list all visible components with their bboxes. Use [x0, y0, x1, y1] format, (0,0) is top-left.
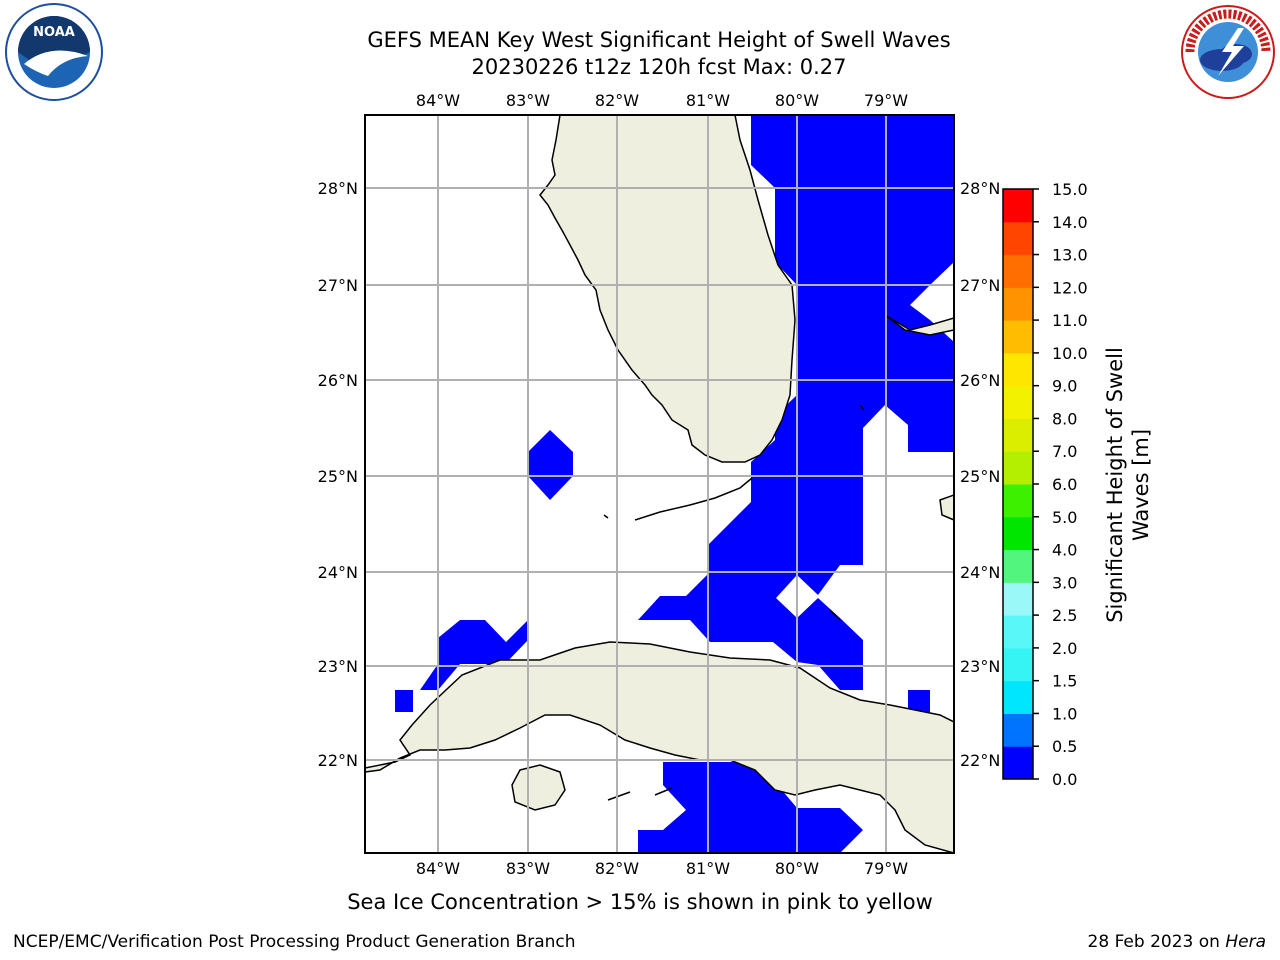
lat-label: 27°N: [960, 276, 1000, 295]
cuba: [365, 641, 954, 853]
bahamas-island: [939, 494, 954, 521]
colorbar-swatch: [1003, 352, 1033, 387]
grid-lines: [365, 115, 954, 853]
lat-label: 28°N: [318, 179, 358, 198]
chart-subtitle: 20230226 t12z 120h fcst Max: 0.27: [471, 55, 847, 79]
lon-labels-top: 84°W 83°W 82°W 81°W 80°W 79°W: [416, 91, 908, 110]
colorbar-label-line1: Significant Height of Swell: [1103, 347, 1127, 623]
colorbar-tick-label: 0.0: [1052, 770, 1077, 789]
colorbar-tick-label: 9.0: [1052, 377, 1077, 396]
lat-label: 24°N: [318, 563, 358, 582]
svg-text:NOAA: NOAA: [33, 25, 75, 40]
colorbar-label-line2: Waves [m]: [1129, 428, 1153, 542]
lat-label: 28°N: [960, 179, 1000, 198]
colorbar-swatch: [1003, 713, 1033, 747]
lat-label: 23°N: [960, 657, 1000, 676]
colorbar-tick-label: 12.0: [1052, 278, 1088, 297]
noaa-logo: NOAA: [5, 3, 103, 101]
colorbar-swatch: [1003, 647, 1033, 682]
lat-label: 22°N: [318, 751, 358, 770]
lat-label: 25°N: [318, 467, 358, 486]
colorbar-tick-label: 6.0: [1052, 475, 1077, 494]
sea-ice-note: Sea Ice Concentration > 15% is shown in …: [347, 890, 933, 914]
colorbar-tick-label: 13.0: [1052, 246, 1088, 265]
colorbar-tick-label: 10.0: [1052, 344, 1088, 363]
colorbar-tick-label: 1.5: [1052, 672, 1077, 691]
bahamas-andros: [884, 314, 954, 336]
lat-label: 22°N: [960, 751, 1000, 770]
lat-label: 23°N: [318, 657, 358, 676]
colorbar-tick-label: 15.0: [1052, 180, 1088, 199]
colorbar-swatch: [1003, 418, 1033, 452]
lat-label: 26°N: [318, 371, 358, 390]
colorbar-tick-label: 0.5: [1052, 737, 1077, 756]
lon-label: 79°W: [864, 91, 908, 110]
nws-logo: [1181, 5, 1275, 99]
lon-label: 83°W: [506, 859, 550, 878]
lat-label: 27°N: [318, 276, 358, 295]
colorbar-tick-label: 8.0: [1052, 409, 1077, 428]
colorbar-label: Significant Height of Swell Waves [m]: [1102, 347, 1154, 623]
lon-labels-bottom: 84°W 83°W 82°W 81°W 80°W 79°W: [416, 859, 908, 878]
colorbar-tick-label: 3.0: [1052, 573, 1077, 592]
footer-host: Hera: [1225, 932, 1266, 952]
colorbar-swatch: [1003, 484, 1033, 518]
colorbar-tick-label: 1.0: [1052, 704, 1077, 723]
colorbar-swatch: [1003, 746, 1033, 780]
colorbar-swatch: [1003, 516, 1033, 551]
map-frame: [364, 114, 955, 854]
lon-label: 83°W: [506, 91, 550, 110]
colorbar-tick-label: 4.0: [1052, 541, 1077, 560]
lon-label: 80°W: [775, 91, 819, 110]
lon-label: 81°W: [686, 91, 730, 110]
footer-date: 28 Feb 2023 on Hera: [1088, 932, 1266, 952]
colorbar-tick-label: 7.0: [1052, 442, 1077, 461]
map-area: [365, 115, 954, 853]
colorbar-swatch: [1003, 615, 1033, 649]
colorbar-swatch: [1003, 287, 1033, 321]
lat-labels-left: 28°N 27°N 26°N 25°N 24°N 23°N 22°N: [318, 179, 358, 770]
colorbar-swatch: [1003, 254, 1033, 288]
colorbar-tick-label: 2.5: [1052, 606, 1077, 625]
colorbar-tick-label: 14.0: [1052, 213, 1088, 232]
lat-labels-right: 28°N 27°N 26°N 25°N 24°N 23°N 22°N: [960, 179, 1000, 770]
lon-label: 84°W: [416, 859, 460, 878]
lat-label: 25°N: [960, 467, 1000, 486]
colorbar-tick-label: 5.0: [1052, 508, 1077, 527]
swell-field: [395, 115, 954, 853]
colorbar-swatch: [1003, 385, 1033, 419]
footer-branch: NCEP/EMC/Verification Post Processing Pr…: [13, 932, 576, 952]
lat-label: 24°N: [960, 563, 1000, 582]
lon-label: 81°W: [686, 859, 730, 878]
colorbar-swatch: [1003, 221, 1033, 256]
lon-label: 82°W: [595, 859, 639, 878]
colorbar-swatch: [1003, 320, 1033, 354]
colorbar: 0.0 0.5 1.0 1.5 2.0 2.5 3.0 4.0 5.0 6.0 7.0 8.0 9.0 1…: [1002, 180, 1088, 789]
isle-of-youth: [511, 764, 566, 811]
lon-label: 84°W: [416, 91, 460, 110]
colorbar-swatch: [1003, 680, 1033, 714]
lon-label: 80°W: [775, 859, 819, 878]
colorbar-swatch: [1003, 582, 1033, 616]
lon-label: 82°W: [595, 91, 639, 110]
colorbar-swatch: [1003, 451, 1033, 485]
colorbar-swatch: [1003, 189, 1033, 223]
chart-title: GEFS MEAN Key West Significant Height of…: [367, 28, 951, 52]
lon-label: 79°W: [864, 859, 908, 878]
florida-peninsula: [539, 115, 796, 463]
colorbar-tick-label: 11.0: [1052, 311, 1088, 330]
footer-date-text: 28 Feb 2023 on: [1087, 932, 1226, 952]
lat-label: 26°N: [960, 371, 1000, 390]
florida-keys: [603, 404, 865, 801]
colorbar-tick-label: 2.0: [1052, 639, 1077, 658]
colorbar-swatch: [1003, 549, 1033, 583]
land-masses: [365, 115, 954, 853]
